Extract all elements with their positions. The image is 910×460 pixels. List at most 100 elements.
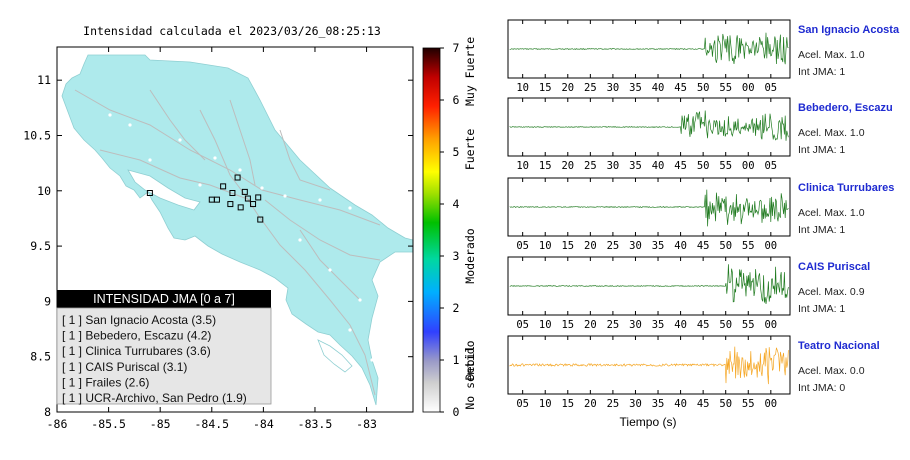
legend-item: [ 1 ] San Ignacio Acosta (3.5): [62, 313, 216, 327]
waveform-int-jma: Int JMA: 1: [798, 224, 845, 236]
waveform-tick-label: 25: [584, 82, 597, 94]
waveform-panel: 05 10 15 20 25 30 35 40 45 50 55 00 Teatro Nacional A…: [507, 335, 880, 410]
colorbar-tick-label: 1: [453, 353, 460, 367]
station-marker: [257, 216, 264, 223]
waveform-tick-label: 15: [561, 240, 574, 252]
legend-item: [ 1 ] Clinica Turrubares (3.6): [62, 344, 211, 358]
waveform-trace: [509, 110, 789, 141]
waveform-tick-label: 20: [584, 398, 597, 410]
colorbar-category-label: Moderado: [463, 228, 477, 283]
waveform-tick-label: 40: [674, 398, 687, 410]
waveform-tick-label: 10: [539, 319, 552, 331]
station-marker: [227, 201, 234, 208]
station-marker: [220, 183, 227, 190]
waveform-tick-label: 55: [719, 82, 732, 94]
waveform-tick-label: 50: [697, 82, 710, 94]
city-dot: [318, 198, 322, 202]
road-network: [74, 89, 381, 396]
waveform-tick-label: 30: [629, 319, 642, 331]
waveform-tick-label: 45: [697, 398, 710, 410]
waveform-accel-max: Acel. Max. 1.0: [798, 49, 865, 61]
waveform-tick-label: 00: [742, 160, 755, 172]
waveform-tick-label: 25: [607, 398, 620, 410]
waveform-tick-label: 45: [697, 240, 710, 252]
waveform-tick-label: 30: [629, 240, 642, 252]
lon-tick-label: -84.5: [194, 417, 229, 431]
map-axis-ticks: 8 8.5 9 9.5 10 10.5 11 -86 -85.5 -85 -84.5 -84 -83.5…: [23, 47, 413, 431]
waveform-tick-label: 00: [764, 319, 777, 331]
lat-tick-label: 10.5: [23, 128, 51, 142]
waveform-accel-max: Acel. Max. 0.0: [798, 365, 865, 377]
waveform-tick-label: 15: [539, 160, 552, 172]
waveform-tick-label: 35: [629, 82, 642, 94]
lon-tick-label: -86: [47, 417, 68, 431]
waveform-tick-label: 45: [674, 82, 687, 94]
waveform-tick-label: 00: [764, 240, 777, 252]
waveform-trace: [509, 189, 789, 227]
waveform-tick-label: 55: [742, 319, 755, 331]
waveform-int-jma: Int JMA: 1: [798, 303, 845, 315]
waveform-tick-label: 45: [697, 319, 710, 331]
waveform-tick-label: 35: [652, 240, 665, 252]
waveform-tick-label: 55: [742, 398, 755, 410]
waveform-tick-label: 15: [539, 82, 552, 94]
station-markers: [108, 113, 374, 362]
map-frame: [56, 46, 414, 413]
city-dot: [238, 168, 242, 172]
waveform-panels: 10 15 20 25 30 35 40 45 50 55 00 05 San Ignacio Acos…: [507, 19, 900, 410]
waveform-trace: [509, 264, 789, 304]
waveform-panel: 10 15 20 25 30 35 40 45 50 55 00 05 San Ignacio Acos…: [507, 19, 900, 94]
colorbar-category-label: Muy Fuerte: [463, 37, 477, 106]
waveform-tick-label: 20: [561, 160, 574, 172]
map-panel: 8 8.5 9 9.5 10 10.5 11 -86 -85.5 -85 -84.5 -84 -83.5…: [23, 46, 414, 431]
legend-item: [ 1 ] Frailes (2.6): [62, 375, 149, 389]
lon-tick-label: -85: [150, 417, 171, 431]
waveform-tick-label: 05: [764, 160, 777, 172]
waveform-station-name: Bebedero, Escazu: [798, 102, 893, 114]
colorbar-tick-label: 4: [453, 197, 460, 211]
waveform-tick-label: 20: [584, 319, 597, 331]
colorbar-tick-label: 6: [453, 93, 460, 107]
waveform-tick-label: 05: [516, 398, 529, 410]
waveform-tick-label: 10: [516, 82, 529, 94]
city-dot: [358, 298, 362, 302]
waveform-tick-label: 35: [652, 319, 665, 331]
station-marker: [234, 174, 241, 181]
waveform-tick-label: 00: [742, 82, 755, 94]
city-dot: [148, 158, 152, 162]
lat-tick-label: 10: [37, 184, 51, 198]
waveform-panel: 05 10 15 20 25 30 35 40 45 50 55 00 CAIS Puriscal Ace…: [507, 256, 870, 331]
city-dot: [298, 238, 302, 242]
city-dot: [198, 183, 202, 187]
waveform-tick-label: 30: [629, 398, 642, 410]
lat-tick-label: 9.5: [30, 239, 51, 253]
city-dot: [213, 156, 217, 160]
city-dot: [283, 194, 287, 198]
waveform-tick-label: 40: [674, 319, 687, 331]
legend-item: [ 1 ] CAIS Puriscal (3.1): [62, 360, 187, 374]
waveform-station-name: Clinica Turrubares: [798, 182, 894, 194]
waveform-accel-max: Acel. Max. 1.0: [798, 127, 865, 139]
waveform-station-name: Teatro Nacional: [798, 340, 880, 352]
waveform-tick-label: 35: [629, 160, 642, 172]
station-marker: [255, 194, 262, 201]
waveform-tick-label: 45: [674, 160, 687, 172]
waveform-tick-label: 35: [652, 398, 665, 410]
city-dot: [328, 268, 332, 272]
city-dot: [348, 206, 352, 210]
colorbar-tick-label: 2: [453, 301, 460, 315]
waveform-tick-label: 40: [652, 160, 665, 172]
waveform-int-jma: Int JMA: 1: [798, 66, 845, 78]
colorbar-tick-label: 3: [453, 249, 460, 263]
waveform-tick-label: 30: [607, 160, 620, 172]
lon-tick-label: -83: [356, 417, 377, 431]
waveform-tick-label: 50: [719, 319, 732, 331]
waveform-tick-label: 10: [516, 160, 529, 172]
lon-tick-label: -83.5: [298, 417, 333, 431]
waveform-int-jma: Int JMA: 1: [798, 144, 845, 156]
waveform-tick-label: 25: [607, 240, 620, 252]
lat-tick-label: 11: [37, 73, 51, 87]
lat-tick-label: 8: [44, 405, 51, 419]
city-dot: [260, 186, 264, 190]
